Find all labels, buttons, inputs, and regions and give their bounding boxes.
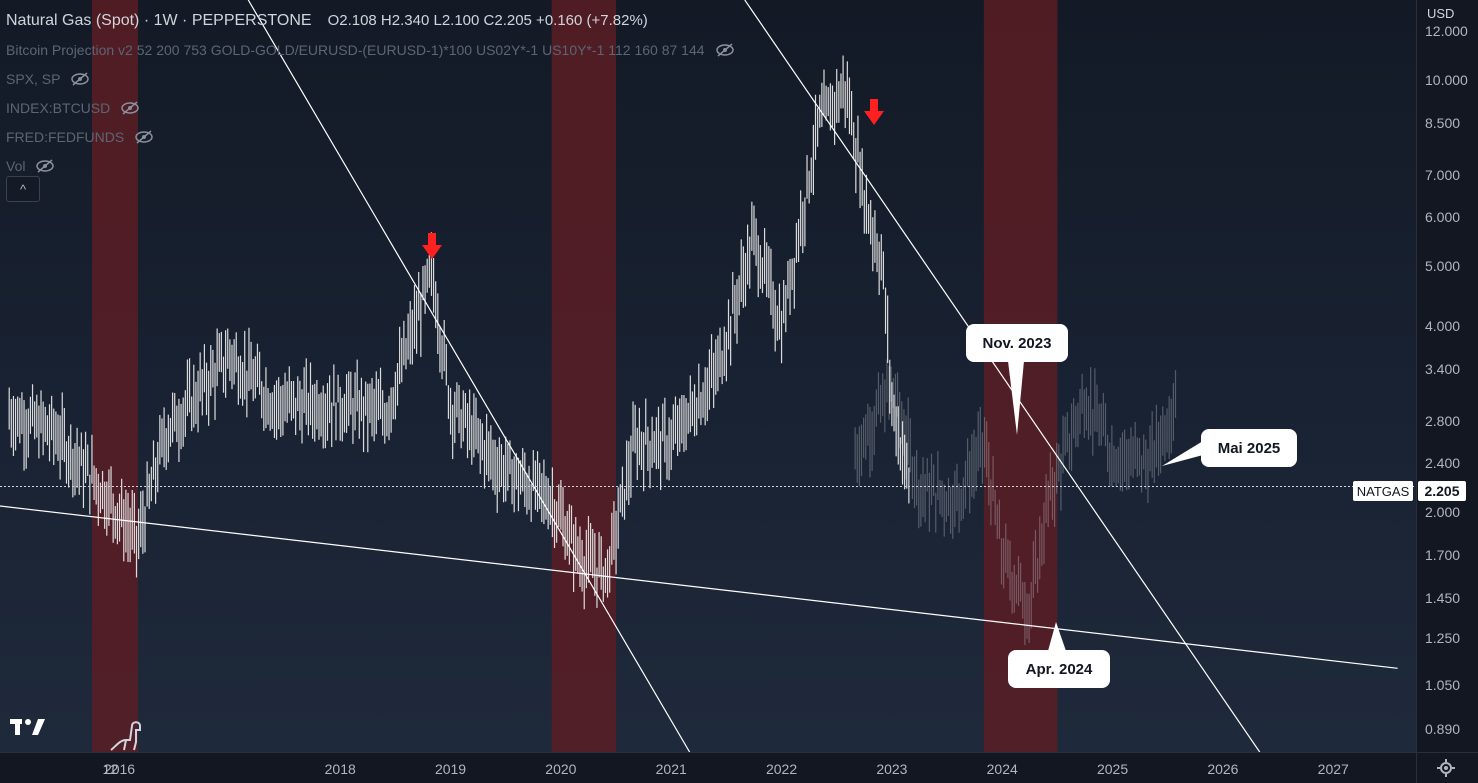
- indicator-row[interactable]: Bitcoin Projection v2 52 200 753 GOLD-GO…: [6, 35, 735, 64]
- eye-off-icon[interactable]: [35, 158, 55, 173]
- indicator-label[interactable]: INDEX:BTCUSD: [6, 99, 111, 116]
- indicator-row[interactable]: FRED:FEDFUNDS: [6, 122, 735, 151]
- price-tick: 1.250: [1425, 629, 1461, 646]
- indicator-label[interactable]: SPX, SP: [6, 70, 61, 87]
- dinosaur-icon: [110, 721, 141, 751]
- indicator-row[interactable]: SPX, SP: [6, 64, 735, 93]
- indicator-label[interactable]: FRED:FEDFUNDS: [6, 128, 125, 145]
- price-tick: 8.500: [1425, 115, 1461, 132]
- gear-icon[interactable]: [1437, 759, 1455, 777]
- eye-off-icon[interactable]: [715, 42, 735, 57]
- eye-off-icon[interactable]: [134, 129, 154, 144]
- trendlines: [0, 0, 1398, 752]
- time-tick: 2027: [1317, 761, 1349, 777]
- price-tick: 0.890: [1425, 721, 1461, 737]
- callout-mai-2025[interactable]: Mai 2025: [1201, 429, 1297, 467]
- indicator-row[interactable]: Vol: [6, 151, 735, 180]
- time-tick: 2016: [103, 761, 136, 777]
- time-tick: 2019: [434, 761, 467, 777]
- indicator-row[interactable]: INDEX:BTCUSD: [6, 93, 735, 122]
- price-tick: 2.400: [1425, 454, 1461, 471]
- price-chart[interactable]: [0, 0, 1416, 752]
- time-tick: 2025: [1096, 761, 1129, 777]
- highlight-band: [983, 0, 1058, 752]
- callout-nov-2023[interactable]: Nov. 2023: [966, 324, 1068, 362]
- time-tick: 2018: [324, 761, 356, 777]
- price-tick: 2.800: [1425, 413, 1461, 430]
- down-arrow-icon: [422, 232, 443, 259]
- trendline: [744, 0, 1261, 752]
- price-bars: [8, 55, 910, 610]
- trendline: [0, 505, 1398, 669]
- price-tick: 7.000: [1425, 167, 1461, 184]
- price-tick: 1.700: [1425, 547, 1461, 564]
- callout-apr-2024[interactable]: Apr. 2024: [1008, 650, 1110, 688]
- tradingview-logo-icon[interactable]: [10, 716, 46, 738]
- indicator-label[interactable]: Bitcoin Projection v2 52 200 753 GOLD-GO…: [6, 41, 705, 58]
- eye-off-icon[interactable]: [70, 71, 90, 86]
- symbol-legend[interactable]: Natural Gas (Spot) · 1W · PEPPERSTONE O2…: [6, 6, 735, 35]
- settings-corner[interactable]: [1416, 752, 1478, 783]
- time-tick: 12: [102, 761, 119, 777]
- price-tick: 2.000: [1425, 503, 1461, 520]
- trendline: [247, 0, 691, 752]
- time-tick: 2024: [986, 761, 1018, 777]
- time-tick: 2022: [765, 761, 798, 777]
- price-tick: 4.000: [1425, 317, 1461, 334]
- price-tick: 5.000: [1425, 257, 1461, 274]
- price-tick: 6.000: [1425, 208, 1461, 225]
- price-axis[interactable]: USD 12.000 10.000 8.500 7.000 6.000 5.000 4.00…: [1416, 0, 1478, 752]
- time-tick: 2026: [1207, 761, 1239, 777]
- projection-bars: [854, 359, 1177, 646]
- last-price-label: 2.205: [1418, 481, 1466, 501]
- down-arrow-icon: [863, 98, 884, 125]
- price-tick: 10.000: [1425, 71, 1468, 88]
- highlight-bands: [91, 0, 1058, 752]
- time-tick: 2021: [655, 761, 687, 777]
- currency-label[interactable]: USD: [1427, 6, 1455, 21]
- price-tick: 1.450: [1425, 589, 1461, 606]
- ohlc-values: O2.108 H2.340 L2.100 C2.205 +0.160 (+7.8…: [327, 12, 648, 29]
- highlight-band: [551, 0, 617, 752]
- collapse-legend-button[interactable]: ^: [6, 176, 40, 202]
- eye-off-icon[interactable]: [120, 100, 140, 115]
- symbol-title[interactable]: Natural Gas (Spot) · 1W · PEPPERSTONE: [6, 11, 312, 29]
- time-tick: 2020: [545, 761, 577, 777]
- highlight-band: [91, 0, 138, 752]
- indicator-label[interactable]: Vol: [6, 157, 26, 174]
- time-axis[interactable]: 12 2016 2018 2019 2020 2021 2022 2023 2024 2025 20…: [0, 752, 1416, 783]
- chart-legend: Natural Gas (Spot) · 1W · PEPPERSTONE O2…: [6, 6, 735, 180]
- price-tick: 1.050: [1425, 676, 1461, 693]
- time-tick: 2023: [876, 761, 908, 777]
- price-tick: 3.400: [1425, 361, 1461, 378]
- price-tick: 12.000: [1425, 22, 1468, 39]
- symbol-price-tag: NATGAS: [1353, 481, 1413, 501]
